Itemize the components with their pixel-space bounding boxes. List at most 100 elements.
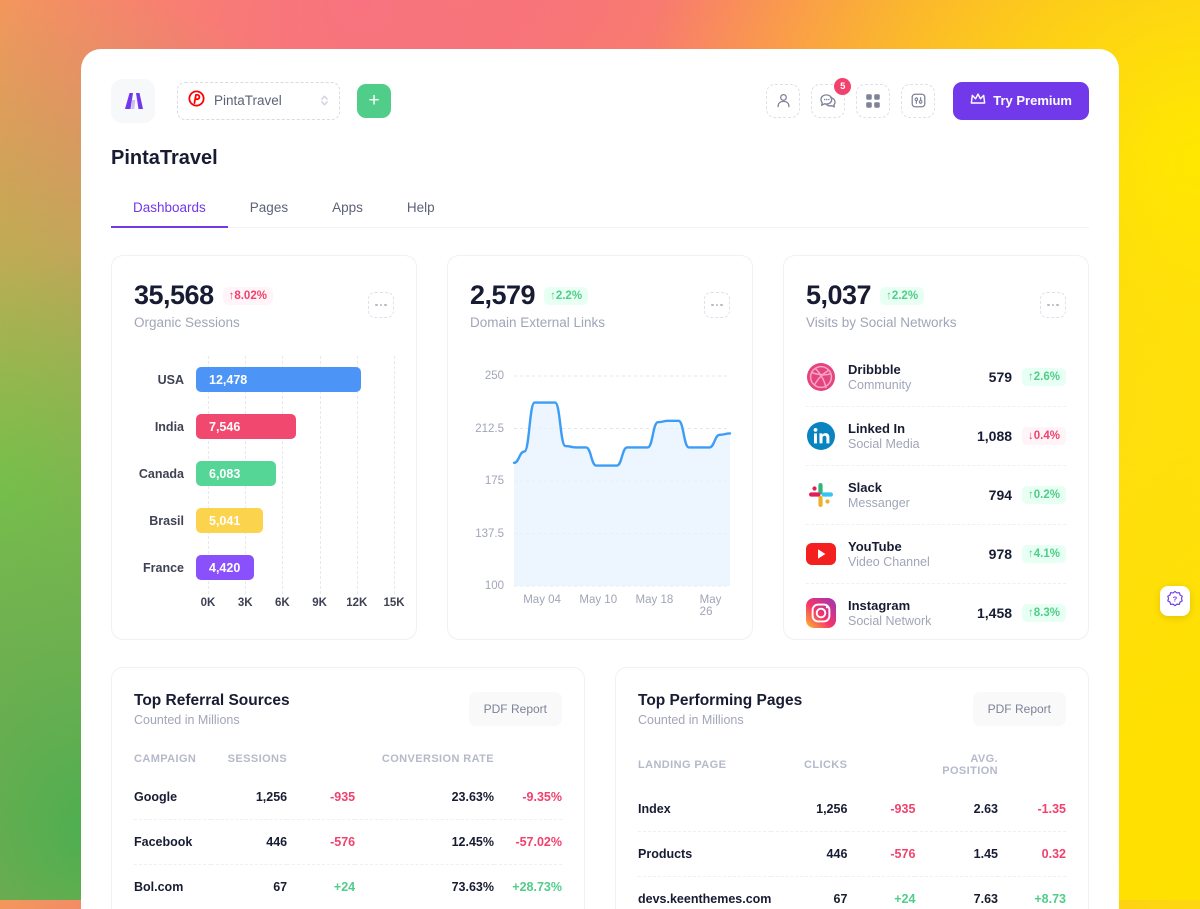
sliders-icon[interactable] [901, 84, 935, 118]
cell-sessions: 67 [211, 865, 287, 909]
help-fab-button[interactable]: ? [1160, 586, 1190, 616]
col-sessions-delta [287, 743, 355, 775]
add-button[interactable]: + [357, 84, 391, 118]
col-landing-page: LANDING PAGE [638, 743, 771, 787]
organic-sessions-label: Organic Sessions [134, 315, 273, 330]
social-network-delta: ↑2.6% [1022, 368, 1066, 386]
project-selector[interactable]: PintaTravel [177, 82, 340, 120]
line-chart-plot [514, 376, 730, 586]
organic-sessions-value: 35,568 [134, 280, 214, 311]
cell-sessions-delta: -576 [287, 820, 355, 865]
top-referral-sources-card: Top Referral Sources Counted in Millions… [111, 667, 585, 909]
top-performing-pages-card: Top Performing Pages Counted in Millions… [615, 667, 1089, 909]
slack-icon [806, 480, 836, 510]
header-actions: 5 Try Premium [766, 82, 1089, 120]
cell-sessions: 1,256 [211, 775, 287, 820]
chevron-updown-icon[interactable] [320, 94, 329, 107]
svg-text:?: ? [1173, 594, 1178, 603]
referral-subtitle: Counted in Millions [134, 713, 290, 727]
tab-apps[interactable]: Apps [310, 196, 385, 228]
bar[interactable]: 7,546 [196, 414, 296, 439]
app-logo-icon[interactable] [111, 79, 155, 123]
referral-title: Top Referral Sources [134, 692, 290, 710]
line-y-tick: 137.5 [470, 528, 504, 540]
col-rate-delta [494, 743, 562, 775]
bar-category-label: France [134, 561, 196, 575]
cell-clicks: 446 [771, 832, 847, 877]
user-icon[interactable] [766, 84, 800, 118]
cell-conversion-rate: 73.63% [355, 865, 494, 909]
line-y-tick: 100 [470, 580, 504, 592]
social-network-category: Video Channel [848, 555, 989, 569]
cell-position-delta: 0.32 [998, 832, 1066, 877]
bar[interactable]: 12,478 [196, 367, 361, 392]
dribbble-icon [806, 362, 836, 392]
cell-clicks-delta: -576 [847, 832, 915, 877]
social-network-name: Dribbble [848, 362, 989, 377]
social-visits-delta: ↑2.2% [880, 287, 924, 305]
bar-track: 5,041 [196, 497, 394, 544]
bar-track: 4,420 [196, 544, 394, 591]
col-sessions: SESSIONS [211, 743, 287, 775]
tab-help[interactable]: Help [385, 196, 457, 228]
line-x-tick: May 04 [523, 594, 561, 606]
cell-landing-page: Products [638, 832, 771, 877]
bar-x-tick: 12K [346, 597, 367, 609]
referral-table: CAMPAIGN SESSIONS CONVERSION RATE Google… [134, 743, 562, 909]
cell-conversion-rate: 12.45% [355, 820, 494, 865]
cell-conversion-rate: 23.63% [355, 775, 494, 820]
bar[interactable]: 4,420 [196, 555, 254, 580]
tab-dashboards[interactable]: Dashboards [111, 196, 228, 228]
bar-category-label: USA [134, 373, 196, 387]
tab-pages[interactable]: Pages [228, 196, 310, 228]
card-menu-button[interactable] [1040, 292, 1066, 318]
app-panel: PintaTravel + 5 T [81, 49, 1119, 909]
social-network-delta: ↑4.1% [1022, 545, 1066, 563]
cell-campaign: Google [134, 775, 211, 820]
app-header: PintaTravel + 5 T [81, 49, 1119, 129]
col-clicks-delta [847, 743, 915, 787]
try-premium-button[interactable]: Try Premium [953, 82, 1089, 120]
pages-pdf-report-button[interactable]: PDF Report [973, 692, 1066, 726]
project-name: PintaTravel [214, 93, 311, 108]
domain-links-delta: ↑2.2% [544, 287, 588, 305]
social-network-value: 978 [989, 546, 1012, 562]
instagram-icon [806, 598, 836, 628]
grid-icon[interactable] [856, 84, 890, 118]
line-x-tick: May 10 [579, 594, 617, 606]
visits-by-social-networks-card: 5,037 ↑2.2% Visits by Social Networks Dr… [783, 255, 1089, 640]
card-menu-button[interactable] [704, 292, 730, 318]
card-menu-button[interactable] [368, 292, 394, 318]
col-conversion-rate: CONVERSION RATE [355, 743, 494, 775]
social-network-value: 794 [989, 487, 1012, 503]
bar[interactable]: 6,083 [196, 461, 276, 486]
social-network-name: Instagram [848, 598, 977, 613]
gridline [394, 356, 395, 594]
cell-sessions-delta: +24 [287, 865, 355, 909]
bar-track: 7,546 [196, 403, 394, 450]
chat-icon[interactable]: 5 [811, 84, 845, 118]
social-network-name: Slack [848, 480, 989, 495]
referral-pdf-report-button[interactable]: PDF Report [469, 692, 562, 726]
crown-icon [970, 92, 986, 109]
bar[interactable]: 5,041 [196, 508, 263, 533]
social-network-delta: ↓0.4% [1022, 427, 1066, 445]
cell-position-delta: +8.73 [998, 877, 1066, 909]
bar-x-tick: 15K [383, 597, 404, 609]
